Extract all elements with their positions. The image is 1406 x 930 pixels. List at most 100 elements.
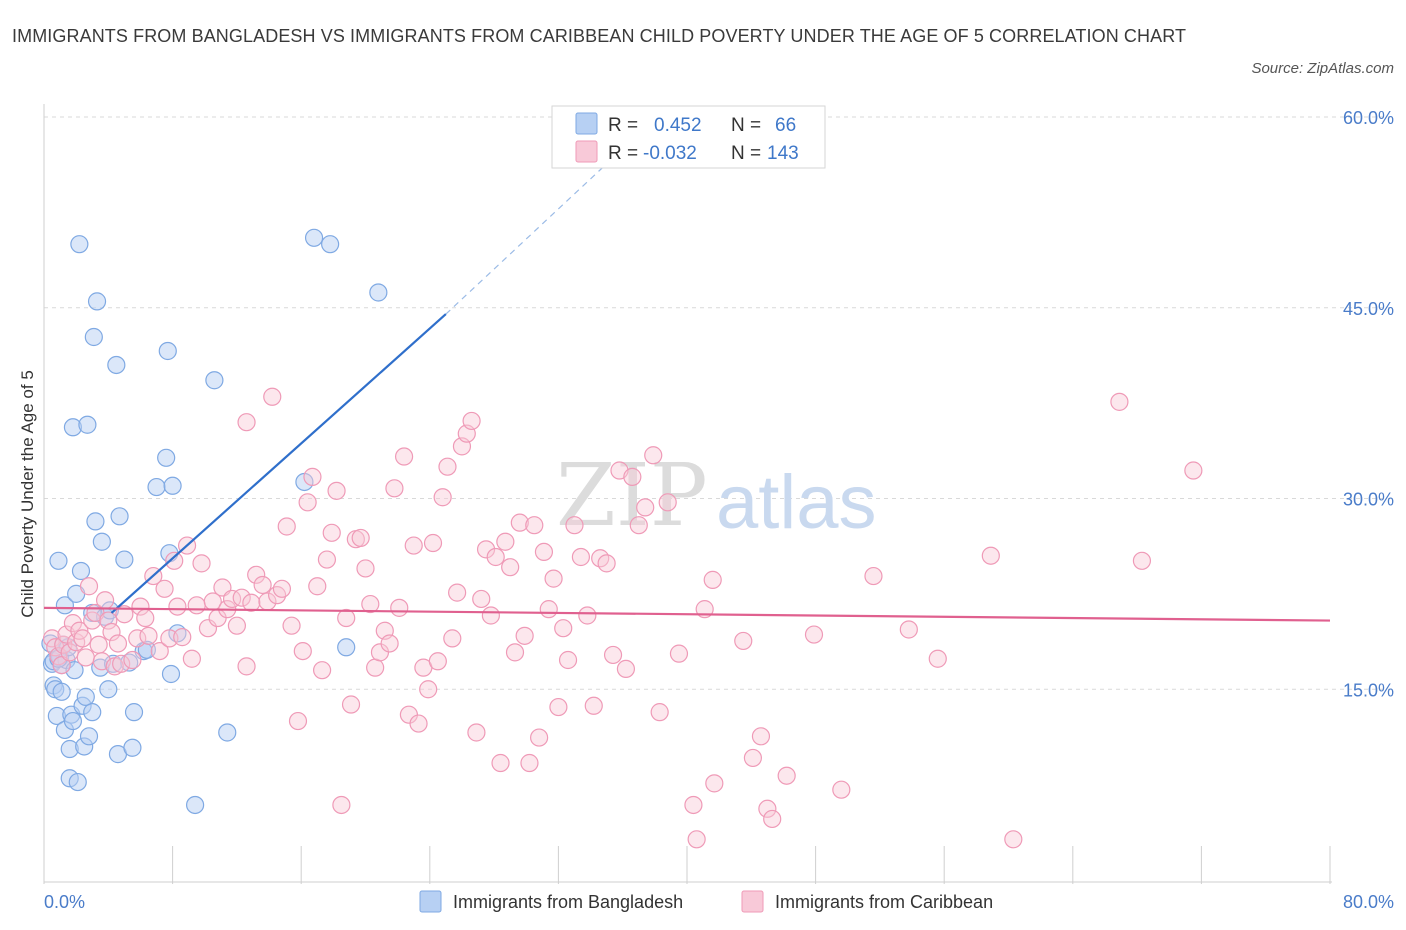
caribbean-point bbox=[448, 583, 467, 602]
caribbean-point bbox=[558, 650, 578, 670]
chart-title: IMMIGRANTS FROM BANGLADESH VS IMMIGRANTS… bbox=[12, 26, 1187, 46]
caribbean-point bbox=[520, 753, 539, 773]
caribbean-point bbox=[247, 565, 266, 584]
bottom-legend-caribbean-swatch bbox=[741, 890, 764, 913]
bangladesh-point bbox=[79, 727, 99, 746]
bangladesh-point bbox=[107, 355, 126, 375]
caribbean-point bbox=[390, 598, 409, 617]
bangladesh-swatch bbox=[575, 112, 598, 135]
caribbean-point bbox=[734, 631, 753, 651]
caribbean-point bbox=[703, 570, 722, 589]
bangladesh-point bbox=[52, 682, 71, 701]
bangladesh-point bbox=[49, 551, 68, 570]
caribbean-point bbox=[669, 644, 689, 663]
caribbean-n-label: N = bbox=[731, 143, 761, 164]
caribbean-point bbox=[928, 649, 947, 668]
caribbean-point bbox=[341, 695, 361, 714]
caribbean-point bbox=[79, 577, 99, 596]
caribbean-point bbox=[687, 830, 706, 849]
caribbean-point bbox=[832, 780, 851, 799]
caribbean-point bbox=[481, 606, 500, 625]
caribbean-point bbox=[409, 714, 428, 733]
bottom-legend-caribbean-label: Immigrants from Caribbean bbox=[775, 892, 993, 912]
caribbean-point bbox=[462, 411, 481, 431]
caribbean-point bbox=[242, 593, 261, 612]
caribbean-point bbox=[899, 620, 918, 639]
caribbean-point bbox=[282, 616, 301, 635]
bangladesh-point bbox=[63, 711, 83, 731]
caribbean-point bbox=[544, 569, 563, 588]
bangladesh-point bbox=[321, 235, 340, 254]
caribbean-point bbox=[298, 493, 317, 512]
caribbean-point bbox=[76, 648, 95, 667]
caribbean-point bbox=[361, 594, 380, 614]
trend-lines bbox=[43, 148, 1331, 622]
caribbean-point bbox=[263, 387, 282, 406]
caribbean-point bbox=[165, 551, 184, 570]
caribbean-point bbox=[312, 661, 332, 680]
caribbean-point bbox=[173, 628, 192, 647]
caribbean-point bbox=[505, 643, 525, 662]
caribbean-point bbox=[864, 566, 883, 586]
caribbean-point bbox=[496, 532, 515, 551]
bangladesh-trend-line bbox=[110, 313, 447, 614]
bangladesh-point bbox=[163, 476, 182, 495]
bangladesh-point bbox=[84, 327, 103, 347]
caribbean-point bbox=[102, 622, 121, 642]
caribbean-point bbox=[467, 723, 486, 742]
bangladesh-point bbox=[205, 371, 224, 390]
caribbean-point bbox=[182, 649, 201, 668]
caribbean-point bbox=[751, 727, 771, 746]
caribbean-point bbox=[131, 597, 150, 616]
caribbean-point bbox=[777, 766, 796, 785]
caribbean-point bbox=[981, 546, 1000, 565]
caribbean-point bbox=[443, 629, 462, 648]
caribbean-point bbox=[554, 619, 573, 638]
caribbean-points bbox=[42, 387, 1203, 849]
caribbean-point bbox=[491, 753, 510, 773]
caribbean-point bbox=[597, 554, 616, 573]
caribbean-point bbox=[515, 626, 534, 645]
caribbean-point bbox=[277, 517, 296, 536]
caribbean-point bbox=[89, 635, 108, 654]
caribbean-point bbox=[168, 597, 187, 616]
caribbean-point bbox=[705, 774, 724, 793]
caribbean-point bbox=[351, 528, 370, 548]
caribbean-point bbox=[112, 654, 131, 673]
caribbean-point bbox=[253, 575, 272, 595]
y-tick-labels: 15.0% 30.0% 45.0% 60.0% bbox=[1343, 108, 1394, 700]
bangladesh-point bbox=[71, 561, 91, 581]
caribbean-point bbox=[1004, 830, 1023, 849]
bangladesh-point bbox=[124, 703, 144, 722]
caribbean-point bbox=[616, 659, 636, 679]
bottom-legend: Immigrants from Bangladesh Immigrants fr… bbox=[419, 890, 993, 913]
caribbean-r-value: -0.032 bbox=[643, 143, 697, 164]
caribbean-point bbox=[356, 559, 375, 578]
caribbean-point bbox=[187, 596, 206, 615]
caribbean-point bbox=[472, 589, 491, 609]
caribbean-point bbox=[73, 629, 92, 648]
bangladesh-point bbox=[99, 680, 118, 699]
caribbean-point bbox=[650, 703, 669, 722]
y-axis-title: Child Poverty Under the Age of 5 bbox=[18, 370, 37, 618]
caribbean-point bbox=[123, 650, 142, 670]
bangladesh-point bbox=[337, 638, 356, 657]
caribbean-point bbox=[423, 533, 443, 553]
bottom-legend-bangladesh-label: Immigrants from Bangladesh bbox=[453, 892, 683, 912]
caribbean-point bbox=[623, 467, 642, 486]
caribbean-point bbox=[237, 413, 256, 432]
watermark: ZIP atlas bbox=[556, 446, 877, 546]
caribbean-point bbox=[804, 625, 824, 644]
caribbean-point bbox=[272, 579, 292, 598]
caribbean-point bbox=[658, 493, 677, 512]
caribbean-point bbox=[404, 536, 423, 555]
bangladesh-point bbox=[157, 448, 176, 467]
bangladesh-point bbox=[83, 703, 102, 722]
caribbean-point bbox=[419, 680, 438, 699]
caribbean-point bbox=[486, 547, 505, 567]
bangladesh-point bbox=[86, 512, 105, 531]
caribbean-point bbox=[60, 643, 79, 662]
caribbean-point bbox=[150, 641, 169, 661]
caribbean-point bbox=[327, 481, 346, 500]
